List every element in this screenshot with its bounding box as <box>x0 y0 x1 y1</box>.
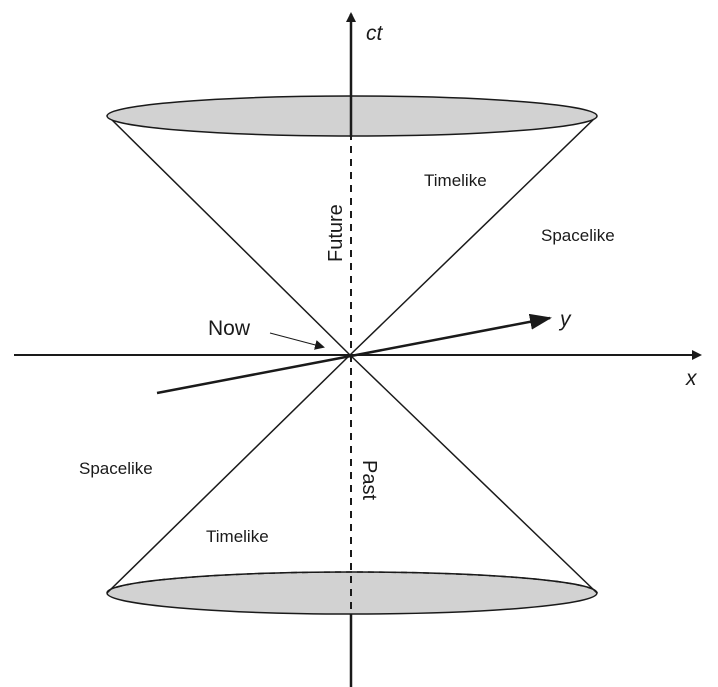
x-axis-label: x <box>685 367 698 390</box>
timelike-lower-label: Timelike <box>206 527 269 546</box>
now-pointer-arrow <box>269 332 325 350</box>
spacelike-upper-right-label: Spacelike <box>541 226 615 245</box>
cone-edge-upper-right <box>349 115 598 356</box>
cone-edge-lower-right <box>349 354 598 594</box>
future-label: Future <box>325 204 347 262</box>
cone-edge-lower-left <box>106 354 351 594</box>
past-label: Past <box>358 460 380 500</box>
cone-edge-upper-left <box>107 115 351 356</box>
y-axis <box>156 313 552 395</box>
now-label: Now <box>208 317 251 340</box>
spacelike-lower-left-label: Spacelike <box>79 459 153 478</box>
y-axis-label: y <box>558 308 572 331</box>
past-cone-base-hidden-edge <box>106 571 598 594</box>
time-axis-label: ct <box>366 22 384 45</box>
timelike-upper-label: Timelike <box>424 171 487 190</box>
